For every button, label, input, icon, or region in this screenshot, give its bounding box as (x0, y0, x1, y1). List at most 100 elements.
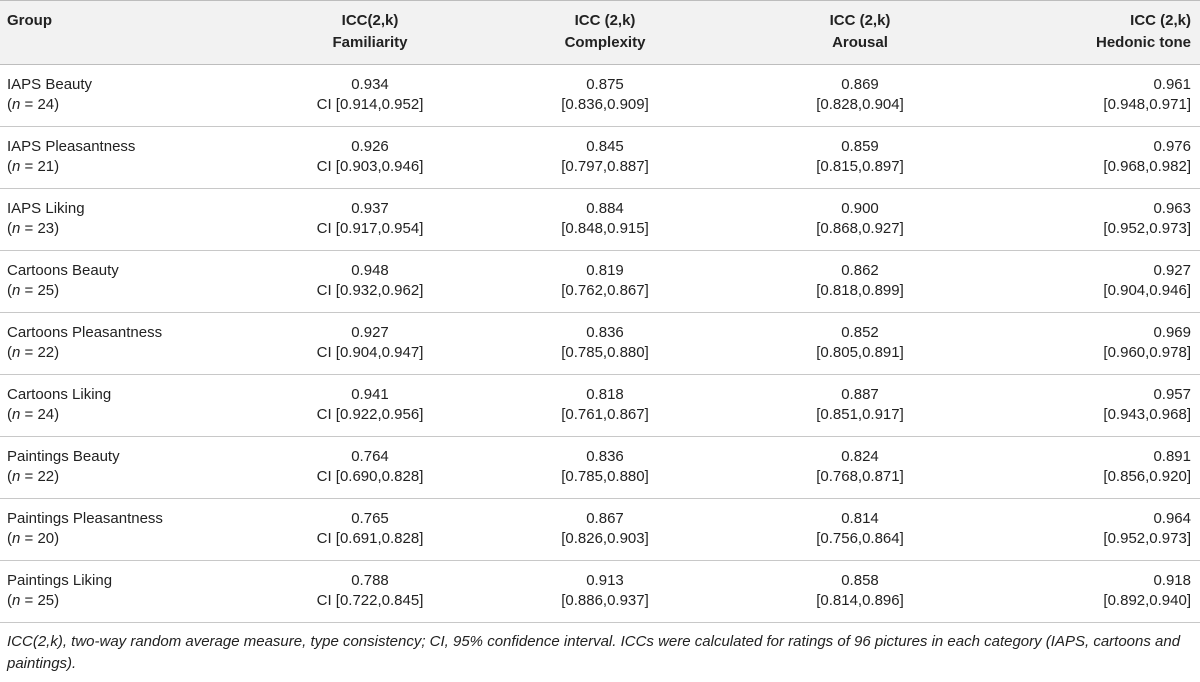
group-name: IAPS Pleasantness (7, 138, 136, 155)
icc-cell: 0.934 CI [0.914,0.952] (265, 65, 475, 127)
icc-cell: 0.818 [0.761,0.867] (475, 375, 735, 437)
confidence-interval: [0.797,0.887] (561, 158, 649, 175)
icc-value: 0.819 (586, 262, 624, 279)
confidence-interval: [0.868,0.927] (816, 220, 904, 237)
icc-cell: 0.814 [0.756,0.864] (735, 499, 985, 561)
confidence-interval: CI [0.922,0.956] (316, 406, 424, 423)
group-sample-size: (n = 23) (7, 219, 259, 239)
column-header: ICC (2,k) Hedonic tone (985, 1, 1200, 65)
confidence-interval: CI [0.917,0.954] (316, 220, 424, 237)
confidence-interval: CI [0.914,0.952] (316, 96, 424, 113)
group-cell: Cartoons Liking (n = 24) (0, 375, 265, 437)
icc-cell: 0.862 [0.818,0.899] (735, 251, 985, 313)
sample-size-part: = 23) (20, 220, 60, 237)
sample-size-part: n (12, 592, 21, 609)
confidence-interval: [0.960,0.978] (1103, 344, 1191, 361)
icc-cell: 0.918 [0.892,0.940] (985, 561, 1200, 623)
table-row: Cartoons Pleasantness (n = 22) 0.927 CI [0.… (0, 313, 1200, 375)
confidence-interval: [0.828,0.904] (816, 96, 904, 113)
icc-cell: 0.819 [0.762,0.867] (475, 251, 735, 313)
confidence-interval: CI [0.690,0.828] (316, 468, 424, 485)
sample-size-part: ( (7, 282, 12, 299)
icc-value: 0.875 (586, 76, 624, 93)
confidence-interval: CI [0.903,0.946] (316, 158, 424, 175)
icc-value: 0.900 (841, 200, 879, 217)
group-cell: Paintings Pleasantness (n = 20) (0, 499, 265, 561)
icc-value: 0.818 (586, 386, 624, 403)
icc-cell: 0.765 CI [0.691,0.828] (265, 499, 475, 561)
confidence-interval: [0.826,0.903] (561, 530, 649, 547)
confidence-interval: [0.968,0.982] (1103, 158, 1191, 175)
icc-cell: 0.875 [0.836,0.909] (475, 65, 735, 127)
confidence-interval: CI [0.932,0.962] (316, 282, 424, 299)
sample-size-part: n (12, 406, 21, 423)
group-name: Cartoons Beauty (7, 262, 119, 279)
confidence-interval: [0.952,0.973] (1103, 530, 1191, 547)
group-name: Paintings Liking (7, 572, 113, 589)
table-row: IAPS Pleasantness (n = 21) 0.926 CI [0.903,… (0, 127, 1200, 189)
icc-value: 0.918 (1153, 572, 1191, 589)
icc-cell: 0.852 [0.805,0.891] (735, 313, 985, 375)
icc-value: 0.934 (351, 76, 389, 93)
icc-value: 0.869 (841, 76, 879, 93)
group-sample-size: (n = 24) (7, 405, 259, 425)
column-header-line1: Group (7, 12, 52, 29)
icc-cell: 0.964 [0.952,0.973] (985, 499, 1200, 561)
icc-cell: 0.941 CI [0.922,0.956] (265, 375, 475, 437)
sample-size-part: n (12, 220, 21, 237)
icc-cell: 0.836 [0.785,0.880] (475, 313, 735, 375)
confidence-interval: [0.943,0.968] (1103, 406, 1191, 423)
icc-cell: 0.788 CI [0.722,0.845] (265, 561, 475, 623)
icc-cell: 0.891 [0.856,0.920] (985, 437, 1200, 499)
confidence-interval: [0.785,0.880] (561, 344, 649, 361)
icc-table: Group ICC(2,k) Familiarity ICC (2,k) Complex… (0, 0, 1200, 623)
icc-value: 0.964 (1153, 510, 1191, 527)
icc-value: 0.948 (351, 262, 389, 279)
sample-size-part: = 24) (20, 406, 60, 423)
group-sample-size: (n = 24) (7, 95, 259, 115)
confidence-interval: [0.762,0.867] (561, 282, 649, 299)
sample-size-part: = 22) (20, 344, 60, 361)
icc-value: 0.836 (586, 324, 624, 341)
icc-value: 0.941 (351, 386, 389, 403)
table-row: Cartoons Beauty (n = 25) 0.948 CI [0.932,0.… (0, 251, 1200, 313)
icc-value: 0.867 (586, 510, 624, 527)
icc-value: 0.913 (586, 572, 624, 589)
column-header-line2: Hedonic tone (1095, 34, 1191, 51)
group-sample-size: (n = 22) (7, 343, 259, 363)
icc-value: 0.824 (841, 448, 879, 465)
column-header-line2: Complexity (564, 34, 646, 51)
icc-cell: 0.764 CI [0.690,0.828] (265, 437, 475, 499)
icc-cell: 0.961 [0.948,0.971] (985, 65, 1200, 127)
icc-value: 0.963 (1153, 200, 1191, 217)
icc-value: 0.858 (841, 572, 879, 589)
sample-size-part: = 20) (20, 530, 60, 547)
group-name: IAPS Liking (7, 200, 85, 217)
group-sample-size: (n = 20) (7, 529, 259, 549)
confidence-interval: [0.814,0.896] (816, 592, 904, 609)
sample-size-part: ( (7, 158, 12, 175)
group-name: IAPS Beauty (7, 76, 93, 93)
sample-size-part: n (12, 282, 21, 299)
icc-cell: 0.824 [0.768,0.871] (735, 437, 985, 499)
confidence-interval: [0.761,0.867] (561, 406, 649, 423)
icc-cell: 0.937 CI [0.917,0.954] (265, 189, 475, 251)
column-header-line1: ICC (2,k) (1130, 12, 1191, 29)
icc-value: 0.957 (1153, 386, 1191, 403)
icc-value: 0.852 (841, 324, 879, 341)
icc-value: 0.969 (1153, 324, 1191, 341)
confidence-interval: [0.848,0.915] (561, 220, 649, 237)
header-row: Group ICC(2,k) Familiarity ICC (2,k) Complex… (0, 0, 1200, 65)
icc-value: 0.884 (586, 200, 624, 217)
confidence-interval: [0.856,0.920] (1103, 468, 1191, 485)
group-name: Paintings Beauty (7, 448, 120, 465)
sample-size-part: ( (7, 468, 12, 485)
confidence-interval: [0.952,0.973] (1103, 220, 1191, 237)
group-name: Cartoons Liking (7, 386, 112, 403)
group-sample-size: (n = 25) (7, 591, 259, 611)
icc-cell: 0.927 [0.904,0.946] (985, 251, 1200, 313)
table-row: Paintings Beauty (n = 22) 0.764 CI [0.690,0… (0, 437, 1200, 499)
icc-value: 0.961 (1153, 76, 1191, 93)
table-footnote: ICC(2,k), two-way random average measure… (7, 633, 1181, 672)
group-sample-size: (n = 25) (7, 281, 259, 301)
